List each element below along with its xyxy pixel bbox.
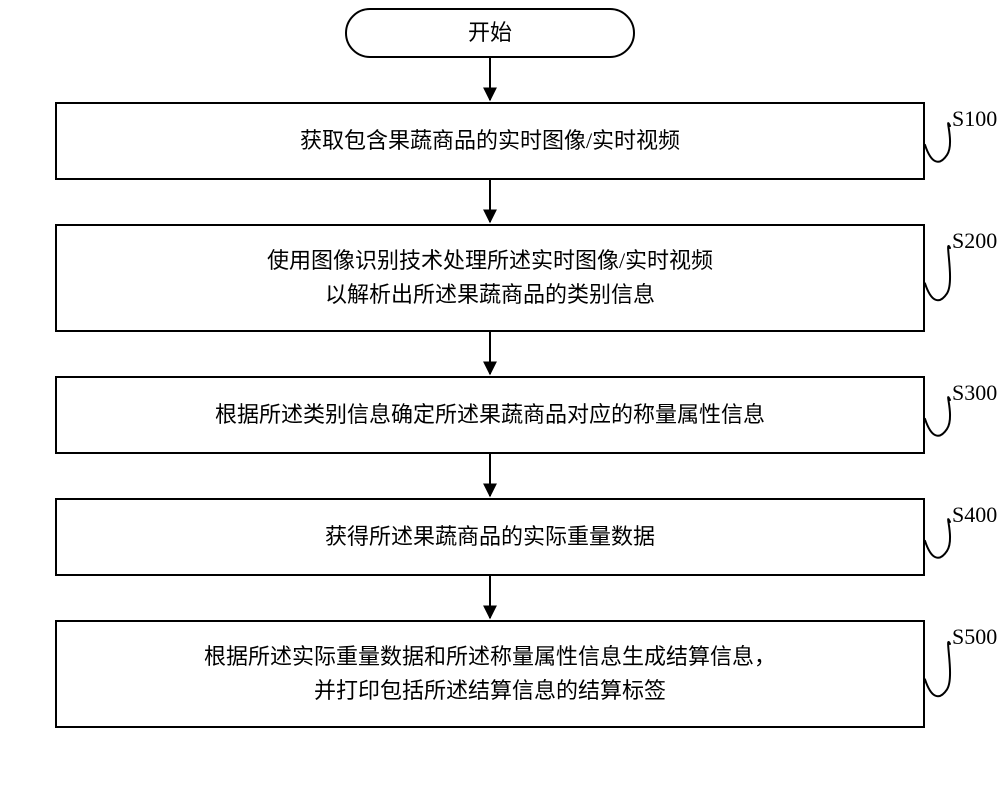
step-box-s400: 获得所述果蔬商品的实际重量数据 xyxy=(55,498,925,576)
step-text: 使用图像识别技术处理所述实时图像/实时视频 以解析出所述果蔬商品的类别信息 xyxy=(267,244,713,312)
step-text: 根据所述实际重量数据和所述称量属性信息生成结算信息， 并打印包括所述结算信息的结… xyxy=(204,640,776,708)
step-box-s300: 根据所述类别信息确定所述果蔬商品对应的称量属性信息 xyxy=(55,376,925,454)
step-id-label: S200 xyxy=(952,228,997,254)
step-id-label: S100 xyxy=(952,106,997,132)
label-connector xyxy=(925,642,950,696)
step-box-s200: 使用图像识别技术处理所述实时图像/实时视频 以解析出所述果蔬商品的类别信息 xyxy=(55,224,925,332)
step-id-label: S400 xyxy=(952,502,997,528)
step-text: 获得所述果蔬商品的实际重量数据 xyxy=(325,520,655,554)
label-connector xyxy=(925,123,950,162)
label-connector xyxy=(925,397,950,436)
start-node: 开始 xyxy=(345,8,635,58)
step-id-label: S500 xyxy=(952,624,997,650)
step-text: 获取包含果蔬商品的实时图像/实时视频 xyxy=(300,124,680,158)
label-connector xyxy=(925,519,950,558)
label-connector xyxy=(925,246,950,300)
step-box-s500: 根据所述实际重量数据和所述称量属性信息生成结算信息， 并打印包括所述结算信息的结… xyxy=(55,620,925,728)
step-text: 根据所述类别信息确定所述果蔬商品对应的称量属性信息 xyxy=(215,398,765,432)
step-id-label: S300 xyxy=(952,380,997,406)
step-box-s100: 获取包含果蔬商品的实时图像/实时视频 xyxy=(55,102,925,180)
start-label: 开始 xyxy=(468,16,512,50)
